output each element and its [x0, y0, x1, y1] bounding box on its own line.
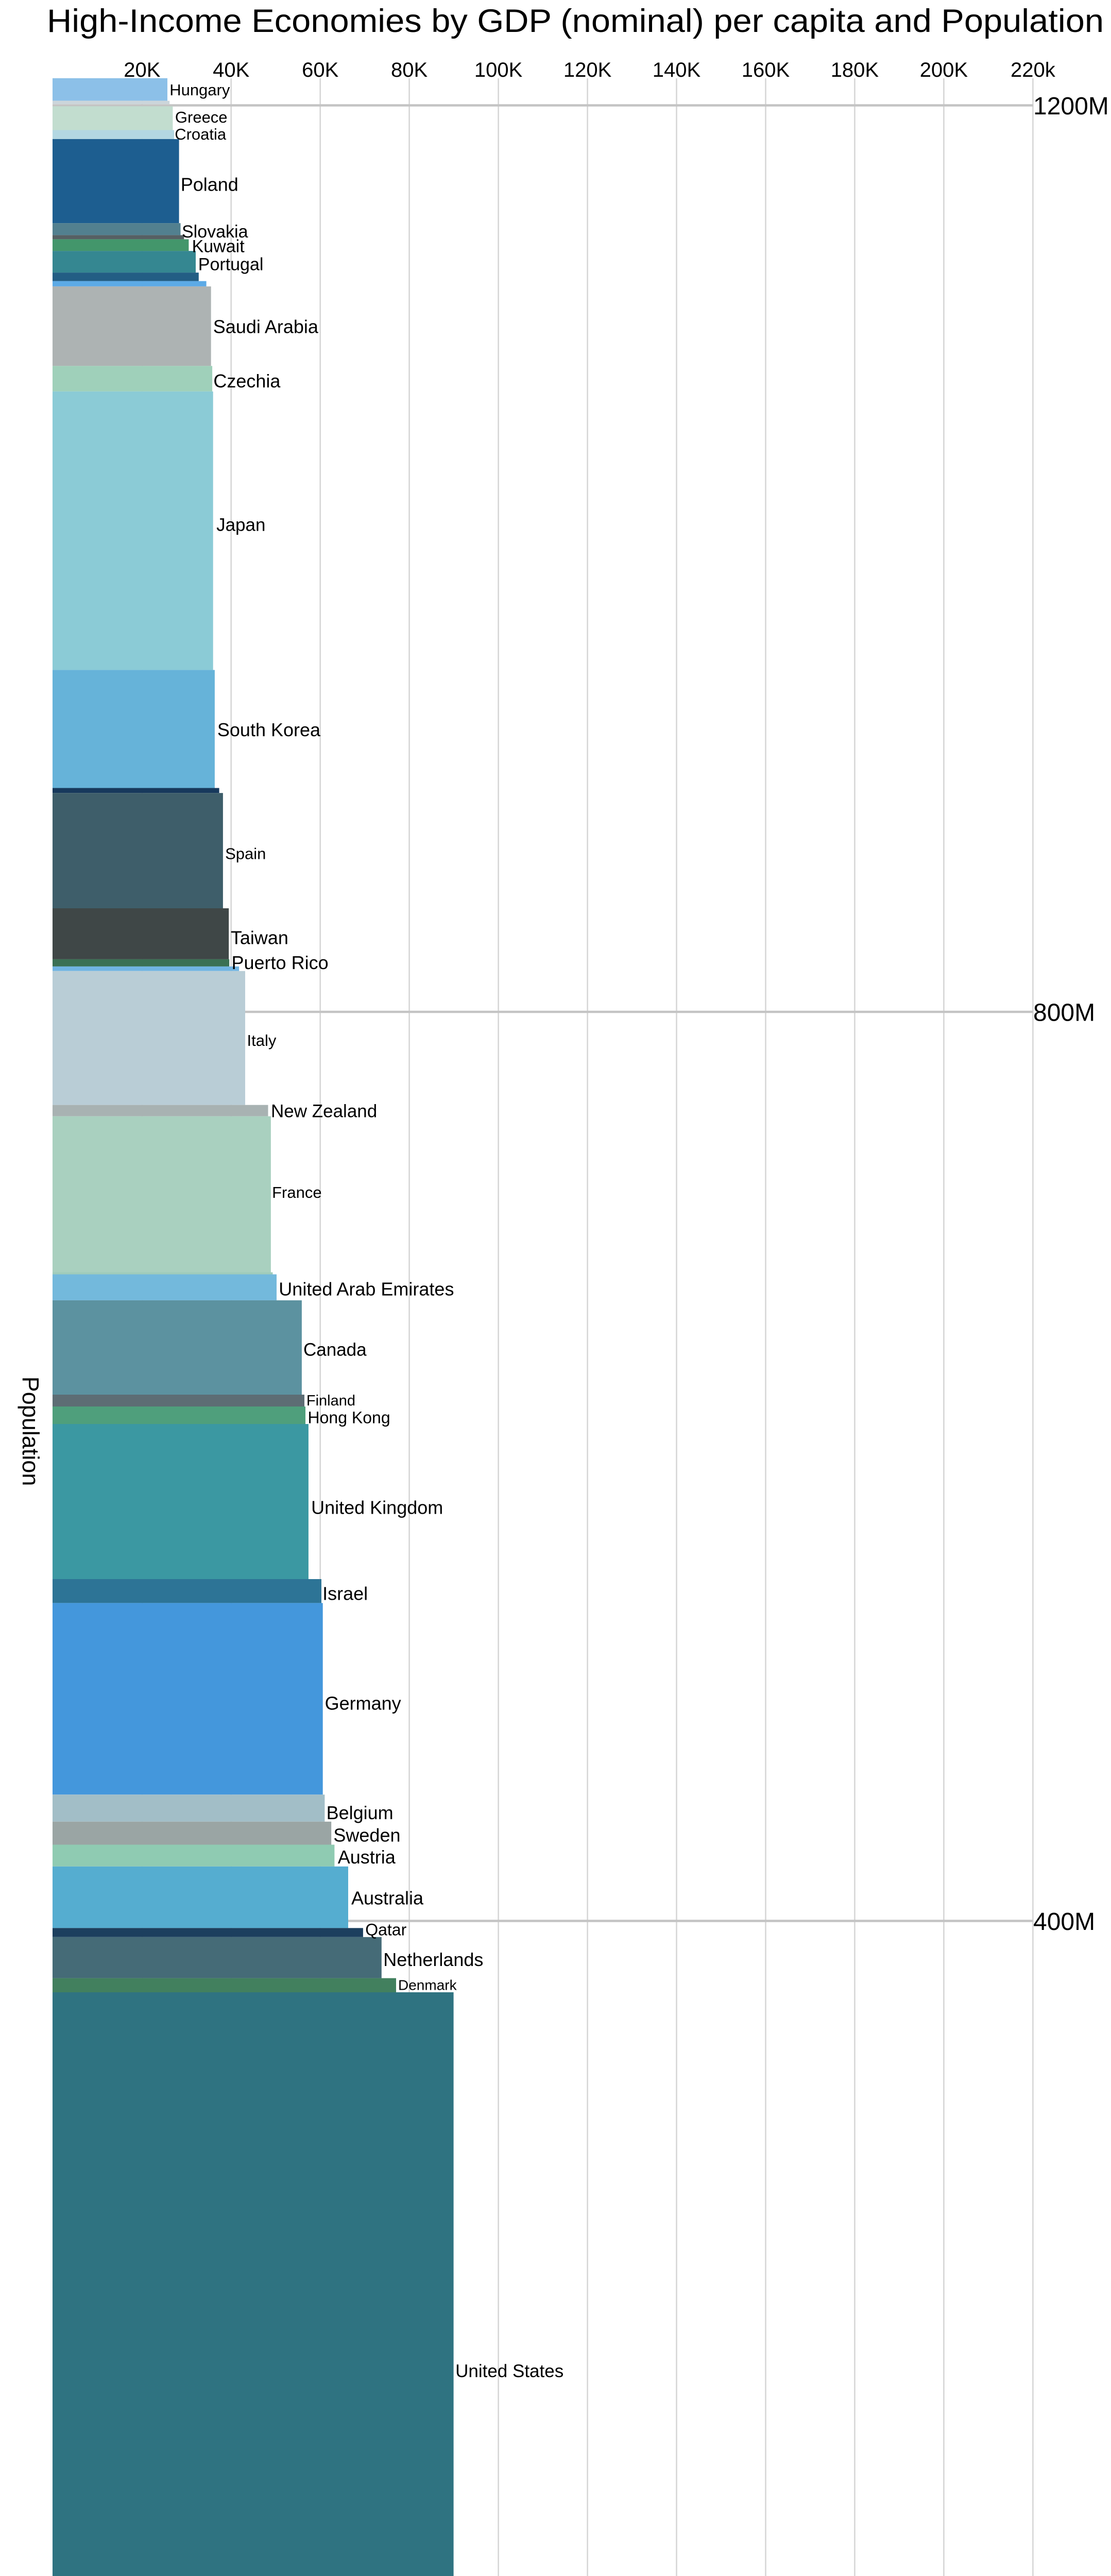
svg-text:Japan: Japan [216, 515, 265, 535]
svg-text:Poland: Poland [181, 174, 238, 195]
svg-text:France: France [272, 1183, 321, 1201]
svg-text:Croatia: Croatia [175, 125, 227, 143]
svg-text:Qatar: Qatar [365, 1921, 406, 1939]
svg-text:Finland: Finland [306, 1393, 355, 1409]
svg-text:South Korea: South Korea [217, 719, 321, 740]
svg-text:Belgium: Belgium [327, 1802, 394, 1823]
svg-text:400M: 400M [1033, 1908, 1095, 1936]
svg-text:Portugal: Portugal [198, 255, 264, 275]
svg-text:Sweden: Sweden [333, 1825, 400, 1846]
svg-text:Denmark: Denmark [398, 1977, 457, 1993]
svg-text:200K: 200K [920, 59, 968, 81]
svg-text:140K: 140K [653, 59, 701, 81]
svg-text:120K: 120K [563, 59, 612, 81]
svg-text:40K: 40K [213, 59, 249, 81]
svg-text:800M: 800M [1033, 999, 1095, 1027]
svg-text:Netherlands: Netherlands [383, 1949, 483, 1970]
svg-text:Greece: Greece [175, 108, 228, 126]
svg-text:Puerto Rico: Puerto Rico [232, 952, 329, 973]
svg-text:100K: 100K [474, 59, 523, 81]
svg-text:Germany: Germany [325, 1693, 401, 1714]
svg-text:Italy: Italy [247, 1031, 277, 1049]
svg-text:60K: 60K [302, 59, 338, 81]
svg-text:Australia: Australia [351, 1888, 424, 1909]
svg-text:Population: Population [18, 1377, 44, 1486]
svg-text:220k: 220k [1011, 59, 1056, 81]
svg-text:Taiwan: Taiwan [231, 927, 288, 948]
svg-text:1200M: 1200M [1033, 93, 1109, 120]
svg-text:Saudi Arabia: Saudi Arabia [213, 316, 319, 337]
svg-text:160K: 160K [742, 59, 790, 81]
svg-text:Canada: Canada [303, 1340, 367, 1360]
svg-text:80K: 80K [391, 59, 428, 81]
svg-text:20K: 20K [124, 59, 160, 81]
svg-text:High-Income Economies by GDP (: High-Income Economies by GDP (nominal) p… [47, 3, 1104, 39]
svg-text:Israel: Israel [322, 1583, 368, 1604]
svg-text:United Arab Emirates: United Arab Emirates [279, 1279, 454, 1300]
svg-text:180K: 180K [831, 59, 879, 81]
svg-text:New Zealand: New Zealand [271, 1101, 377, 1121]
svg-text:Spain: Spain [225, 845, 266, 863]
svg-text:Slovakia: Slovakia [182, 222, 248, 242]
svg-text:United Kingdom: United Kingdom [311, 1497, 443, 1518]
svg-text:Austria: Austria [338, 1846, 396, 1868]
svg-text:Hungary: Hungary [169, 81, 230, 99]
svg-text:United States: United States [455, 2361, 563, 2381]
svg-text:Czechia: Czechia [213, 370, 281, 392]
svg-text:Kuwait: Kuwait [192, 237, 245, 257]
svg-text:Hong Kong: Hong Kong [308, 1408, 390, 1427]
